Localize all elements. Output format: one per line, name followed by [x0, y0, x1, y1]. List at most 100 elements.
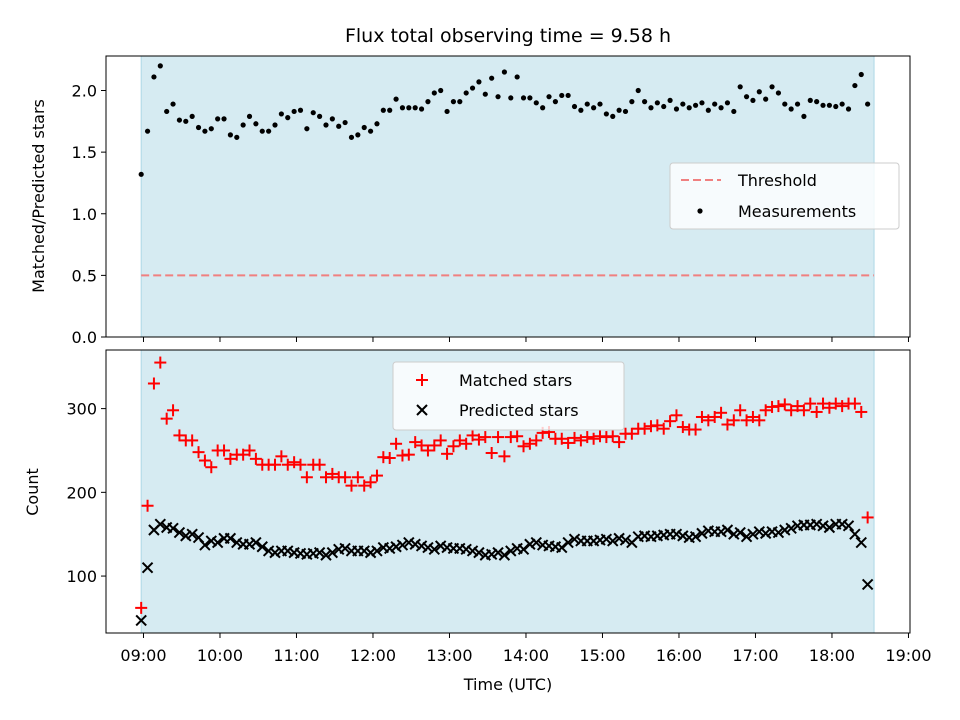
- matched-point: [218, 444, 231, 457]
- measurement-point: [807, 97, 813, 103]
- measurement-point: [164, 108, 170, 115]
- measurement-point: [858, 71, 864, 78]
- y-tick-label: 0.5: [72, 266, 97, 285]
- measurement-point: [686, 105, 692, 111]
- measurement-point: [635, 87, 641, 94]
- matched-point: [727, 414, 740, 427]
- measurement-point: [603, 111, 609, 117]
- predicted-point: [849, 528, 861, 540]
- top-x-ticks: [142, 337, 909, 342]
- matched-point: [721, 418, 734, 431]
- measurement-point: [565, 92, 571, 99]
- measurement-point: [215, 116, 221, 122]
- top-y-ticks: 0.0 0.5 1.0 1.5 2.0: [72, 82, 106, 347]
- matched-point: [351, 471, 364, 484]
- matched-point: [606, 430, 619, 443]
- measurement-point: [750, 97, 756, 103]
- measurement-point: [673, 106, 680, 112]
- measurement-point: [629, 99, 635, 105]
- measurement-point: [355, 132, 361, 138]
- predicted-point: [473, 546, 485, 559]
- matched-point: [797, 404, 810, 417]
- matched-point: [734, 404, 747, 417]
- measurement-point: [438, 87, 444, 94]
- predicted-point: [530, 536, 542, 549]
- matched-points: [135, 356, 874, 614]
- measurement-point: [559, 92, 565, 99]
- measurement-point: [380, 107, 386, 113]
- matched-point: [511, 430, 524, 443]
- measurement-point: [661, 103, 667, 110]
- measurement-point: [801, 113, 807, 119]
- matched-point: [479, 431, 492, 444]
- matched-point: [358, 479, 371, 492]
- matched-point: [772, 400, 785, 413]
- predicted-point: [135, 614, 147, 627]
- matched-point: [530, 434, 543, 447]
- matched-point: [154, 356, 167, 369]
- matched-point: [804, 397, 817, 410]
- measurement-point: [374, 121, 380, 127]
- measurement-point: [367, 128, 374, 134]
- matched-point: [339, 471, 352, 484]
- measurement-points: [138, 63, 871, 177]
- predicted-point: [167, 522, 179, 535]
- measurement-point: [705, 107, 711, 113]
- matched-point: [657, 422, 670, 435]
- matched-point: [715, 406, 728, 419]
- measurement-point: [743, 94, 750, 100]
- y-tick-label: 2.0: [72, 82, 97, 101]
- predicted-point: [371, 545, 383, 557]
- measurement-point: [769, 84, 775, 90]
- predicted-point: [855, 536, 867, 549]
- measurement-point: [508, 95, 514, 101]
- matched-point: [638, 422, 651, 435]
- matched-point: [294, 458, 307, 471]
- matched-legend-icon: [416, 374, 428, 386]
- x-tick-label: 14:00: [503, 646, 549, 665]
- matched-point: [472, 433, 485, 446]
- measurement-point: [667, 97, 673, 103]
- matched-point: [237, 448, 250, 461]
- predicted-point: [339, 542, 351, 555]
- matched-point: [817, 397, 830, 410]
- measurement-point: [266, 128, 272, 134]
- measurement-point: [336, 123, 342, 129]
- matched-point: [173, 429, 186, 442]
- predicted-point: [734, 526, 746, 539]
- measurement-point: [737, 84, 743, 90]
- matched-point: [823, 401, 836, 414]
- measurement-point: [527, 95, 533, 101]
- bottom-legend-box: [392, 361, 625, 431]
- measurement-point: [291, 108, 297, 115]
- matched-point: [785, 404, 798, 417]
- measurement-point: [450, 99, 457, 105]
- matched-point: [345, 479, 358, 492]
- matched-point: [326, 467, 339, 480]
- measurement-point: [833, 103, 839, 110]
- matched-point: [702, 414, 715, 427]
- measurement-point: [495, 94, 501, 100]
- matched-point: [447, 440, 460, 453]
- predicted-point: [785, 522, 797, 535]
- measurement-point: [814, 99, 820, 105]
- measurement-point: [699, 100, 705, 106]
- measurement-point: [514, 74, 520, 80]
- measurement-point: [788, 106, 794, 112]
- measurement-point: [176, 117, 183, 123]
- matched-point: [466, 429, 479, 442]
- matched-point: [759, 404, 772, 417]
- x-tick-label: 19:00: [885, 646, 931, 665]
- matched-legend-label: Matched stars: [459, 371, 572, 390]
- measurement-point: [476, 79, 482, 85]
- matched-point: [383, 452, 396, 465]
- measurement-point: [552, 99, 558, 105]
- matched-point: [492, 431, 505, 444]
- matched-point: [517, 440, 530, 453]
- predicted-point: [141, 561, 154, 574]
- matched-point: [402, 448, 415, 461]
- measurement-point: [718, 105, 724, 111]
- matched-point: [498, 450, 511, 463]
- measurement-point: [482, 91, 488, 97]
- matched-point: [364, 476, 377, 489]
